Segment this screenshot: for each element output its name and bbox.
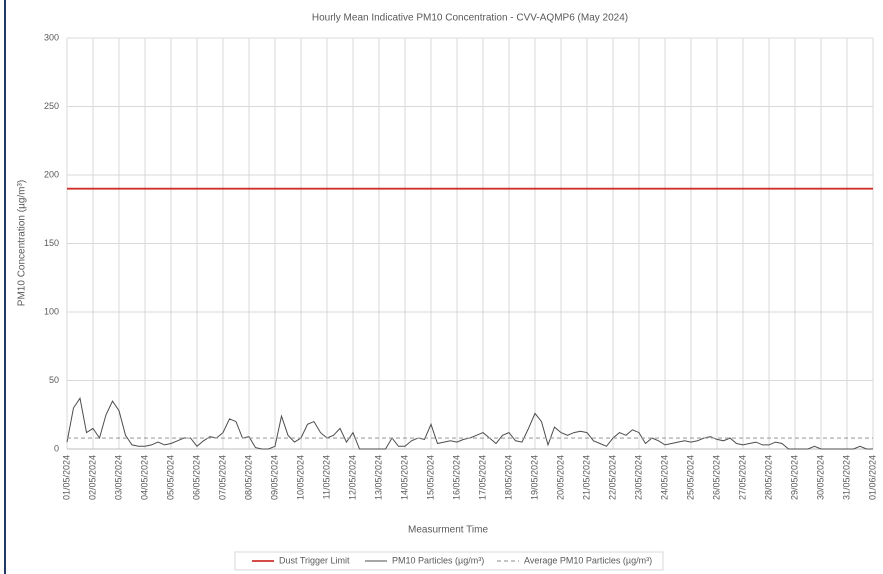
x-tick-label: 25/05/2024 [685, 455, 695, 500]
x-tick-label: 30/05/2024 [815, 455, 825, 500]
x-tick-label: 24/05/2024 [659, 455, 669, 500]
x-tick-label: 10/05/2024 [295, 455, 305, 500]
x-tick-label: 17/05/2024 [477, 455, 487, 500]
x-tick-label: 06/05/2024 [191, 455, 201, 500]
x-tick-label: 07/05/2024 [217, 455, 227, 500]
x-tick-label: 22/05/2024 [607, 455, 617, 500]
x-tick-label: 08/05/2024 [243, 455, 253, 500]
y-tick-label: 250 [44, 101, 59, 111]
x-tick-label: 05/05/2024 [165, 455, 175, 500]
y-tick-label: 200 [44, 169, 59, 179]
y-tick-label: 100 [44, 306, 59, 316]
y-tick-label: 50 [49, 375, 59, 385]
y-tick-label: 300 [44, 32, 59, 42]
legend-box [234, 551, 664, 571]
y-tick-label: 150 [44, 238, 59, 248]
x-tick-label: 04/05/2024 [139, 455, 149, 500]
x-tick-label: 23/05/2024 [633, 455, 643, 500]
x-tick-label: 26/05/2024 [711, 455, 721, 500]
x-tick-label: 09/05/2024 [269, 455, 279, 500]
x-tick-label: 16/05/2024 [451, 455, 461, 500]
x-tick-label: 28/05/2024 [763, 455, 773, 500]
y-tick-label: 0 [54, 443, 59, 453]
x-tick-label: 20/05/2024 [555, 455, 565, 500]
x-tick-label: 12/05/2024 [347, 455, 357, 500]
legend-label: Dust Trigger Limit [279, 555, 350, 565]
x-tick-label: 02/05/2024 [87, 455, 97, 500]
x-tick-label: 11/05/2024 [321, 455, 331, 499]
x-tick-label: 31/05/2024 [841, 455, 851, 500]
legend-label: Average PM10 Particles (µg/m³) [524, 555, 652, 565]
x-tick-label: 21/05/2024 [581, 455, 591, 500]
x-tick-label: 01/06/2024 [867, 455, 877, 500]
x-tick-label: 27/05/2024 [737, 455, 747, 500]
x-tick-label: 19/05/2024 [529, 455, 539, 500]
x-tick-label: 14/05/2024 [399, 455, 409, 500]
x-tick-label: 18/05/2024 [503, 455, 513, 500]
y-axis-label: PM10 Concentration (µg/m³) [17, 180, 28, 306]
x-tick-label: 29/05/2024 [789, 455, 799, 500]
x-tick-label: 01/05/2024 [61, 455, 71, 500]
x-axis-label: Measurment Time [408, 525, 488, 536]
x-tick-label: 13/05/2024 [373, 455, 383, 500]
chart-title: Hourly Mean Indicative PM10 Concentratio… [312, 13, 628, 24]
x-tick-label: 03/05/2024 [113, 455, 123, 500]
legend-label: PM10 Particles (µg/m³) [392, 555, 484, 565]
x-tick-label: 15/05/2024 [425, 455, 435, 500]
